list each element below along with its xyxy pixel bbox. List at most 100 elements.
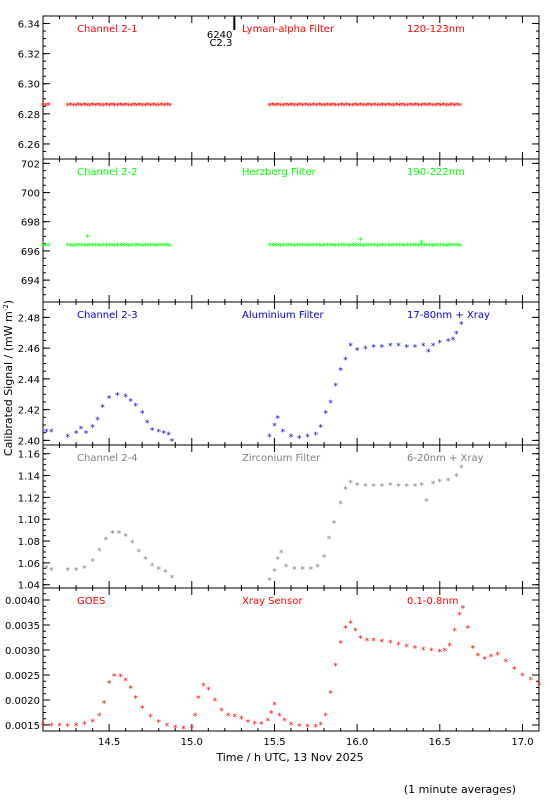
data-point: * — [403, 102, 408, 112]
data-point: * — [272, 568, 277, 578]
data-point: * — [438, 242, 443, 252]
panel-band-label: 0.1-0.8nm — [407, 596, 459, 607]
data-point: * — [165, 102, 170, 112]
data-point: * — [297, 723, 302, 733]
data-point: * — [85, 102, 90, 112]
data-point: * — [347, 102, 352, 112]
data-point: * — [455, 102, 460, 112]
data-point: * — [41, 721, 46, 731]
data-point: * — [57, 722, 62, 732]
data-point: * — [148, 242, 153, 252]
data-point: * — [458, 102, 463, 112]
data-point: * — [46, 102, 51, 112]
data-point: * — [363, 345, 368, 355]
y-tick-label: 2.42 — [18, 406, 40, 417]
data-point: * — [168, 242, 173, 252]
data-point: * — [41, 102, 46, 112]
data-point: * — [300, 102, 305, 112]
panel-title: Channel 2-2 — [77, 167, 138, 178]
data-point: * — [317, 242, 322, 252]
data-point: * — [348, 479, 353, 489]
data-point: * — [273, 242, 278, 252]
data-point: * — [400, 102, 405, 112]
data-point: * — [115, 242, 120, 252]
data-point: * — [338, 500, 343, 510]
y-tick-label: 2.48 — [18, 313, 40, 324]
y-tick-label: 0.0035 — [5, 621, 40, 632]
data-point: * — [314, 723, 319, 733]
y-tick-label: 2.46 — [18, 344, 40, 355]
data-point: * — [44, 428, 49, 438]
data-point: * — [132, 102, 137, 112]
data-point: * — [459, 321, 464, 331]
data-point: * — [278, 242, 283, 252]
data-point: * — [159, 102, 164, 112]
panel-band-label: 17-80nm + Xray — [407, 310, 490, 321]
data-point: * — [239, 715, 244, 725]
data-point: * — [99, 242, 104, 252]
data-point: * — [380, 638, 385, 648]
data-point: * — [219, 707, 224, 717]
data-point: * — [328, 399, 333, 409]
data-point: * — [358, 242, 363, 252]
data-point: * — [289, 242, 294, 252]
data-point: * — [280, 428, 285, 438]
data-point: * — [107, 680, 112, 690]
data-point: * — [305, 433, 310, 443]
data-point: * — [339, 242, 344, 252]
data-point: * — [284, 242, 289, 252]
data-point: * — [314, 431, 319, 441]
data-point: * — [206, 686, 211, 696]
data-point: * — [112, 673, 117, 683]
data-point: * — [345, 102, 350, 112]
data-point: * — [364, 242, 369, 252]
data-point: * — [311, 242, 316, 252]
data-point: * — [115, 102, 120, 112]
data-point: * — [419, 102, 424, 112]
panel-band-label: 6-20nm + Xray — [407, 453, 484, 464]
data-point: * — [107, 242, 112, 252]
data-point: * — [85, 242, 90, 252]
data-point: * — [332, 520, 337, 530]
data-point: * — [159, 242, 164, 252]
x-tick-label: 14.5 — [98, 737, 120, 748]
data-point: * — [446, 337, 451, 347]
data-point: * — [447, 642, 452, 652]
data-point: * — [438, 648, 443, 658]
data-point: * — [289, 433, 294, 443]
data-point: * — [101, 102, 106, 112]
data-point: * — [343, 625, 348, 635]
data-point: * — [66, 102, 71, 112]
data-point: * — [168, 102, 173, 112]
data-point: * — [133, 402, 138, 412]
data-point: * — [358, 236, 363, 246]
data-point: * — [408, 102, 413, 112]
data-point: * — [90, 242, 95, 252]
data-point: * — [430, 242, 435, 252]
data-point: * — [309, 102, 314, 112]
data-point: * — [471, 645, 476, 655]
data-point: * — [107, 102, 112, 112]
data-point: * — [405, 242, 410, 252]
data-point: * — [421, 646, 426, 656]
data-point: * — [46, 242, 51, 252]
data-point: * — [137, 102, 142, 112]
y-tick-label: 6.26 — [18, 140, 40, 151]
data-point: * — [433, 242, 438, 252]
data-point: * — [270, 242, 275, 252]
data-point: * — [123, 677, 128, 687]
flare-annotation-class: C2.3 — [209, 38, 232, 49]
data-point: * — [276, 414, 281, 424]
x-axis-label: Time / h UTC, 13 Nov 2025 — [215, 751, 363, 764]
data-point: * — [123, 533, 128, 543]
data-point: * — [128, 685, 133, 695]
data-point: * — [433, 102, 438, 112]
data-point: * — [273, 102, 278, 112]
data-point: * — [300, 242, 305, 252]
data-point: * — [342, 242, 347, 252]
data-point: * — [305, 723, 310, 733]
data-point: * — [135, 242, 140, 252]
data-point: * — [79, 102, 84, 112]
data-point: * — [416, 102, 421, 112]
data-point: * — [292, 242, 297, 252]
